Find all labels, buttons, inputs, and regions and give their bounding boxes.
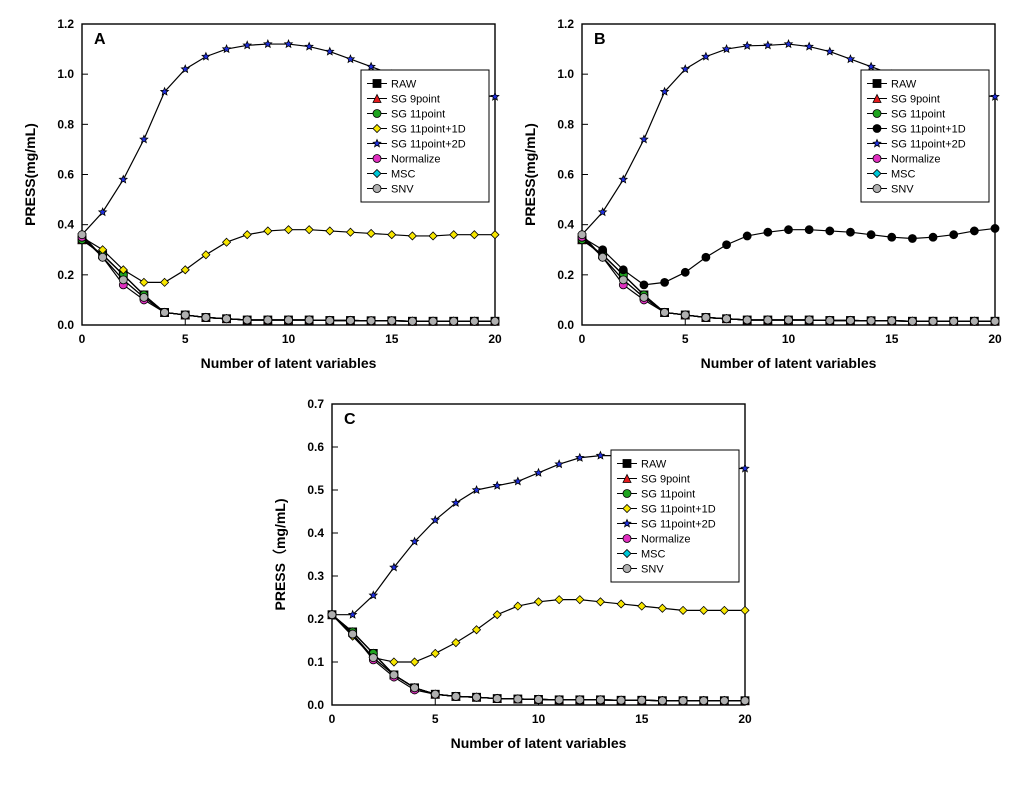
- svg-text:10: 10: [282, 332, 296, 346]
- svg-text:Number of latent variables: Number of latent variables: [201, 355, 377, 371]
- svg-text:20: 20: [738, 712, 752, 726]
- svg-text:0.1: 0.1: [307, 655, 324, 669]
- svg-text:1.0: 1.0: [57, 67, 74, 81]
- svg-text:0.3: 0.3: [307, 569, 324, 583]
- svg-text:SG 11point: SG 11point: [641, 489, 695, 501]
- svg-text:20: 20: [488, 332, 502, 346]
- svg-text:0.2: 0.2: [557, 268, 574, 282]
- svg-text:10: 10: [532, 712, 546, 726]
- svg-text:0.8: 0.8: [557, 117, 574, 131]
- svg-text:SG 11point+1D: SG 11point+1D: [641, 504, 716, 516]
- panel-B: 0 5 10 15 20 0.0 0.2 0.4 0.6 0.8 1.0 1.2 Number of l…: [517, 10, 1007, 380]
- svg-text:20: 20: [988, 332, 1002, 346]
- svg-text:0.4: 0.4: [57, 218, 74, 232]
- svg-text:0.6: 0.6: [557, 168, 574, 182]
- panel-C: 0 5 10 15 20 0.0 0.1 0.2 0.3 0.4 0.5 0.6 0.7 Number o…: [267, 390, 757, 760]
- svg-text:Normalize: Normalize: [891, 154, 941, 166]
- svg-text:0.0: 0.0: [557, 318, 574, 332]
- svg-text:0.5: 0.5: [307, 483, 324, 497]
- svg-text:C: C: [344, 411, 356, 428]
- panel-A: 0 5 10 15 20 0.0 0.2 0.4 0.6 0.8 1.0 1.2 Number of l…: [17, 10, 507, 380]
- svg-text:15: 15: [635, 712, 649, 726]
- svg-text:Number of latent variables: Number of latent variables: [701, 355, 877, 371]
- svg-text:SG 9point: SG 9point: [641, 474, 690, 486]
- svg-text:SG 9point: SG 9point: [891, 94, 940, 106]
- svg-text:0.4: 0.4: [307, 526, 324, 540]
- svg-text:RAW: RAW: [641, 459, 667, 471]
- svg-text:5: 5: [432, 712, 439, 726]
- svg-text:0: 0: [329, 712, 336, 726]
- svg-text:0.6: 0.6: [57, 168, 74, 182]
- svg-text:0.4: 0.4: [557, 218, 574, 232]
- svg-text:SNV: SNV: [641, 564, 664, 576]
- svg-text:SG 11point+1D: SG 11point+1D: [391, 124, 466, 136]
- svg-text:RAW: RAW: [391, 79, 417, 91]
- svg-text:0.6: 0.6: [307, 440, 324, 454]
- svg-text:0.8: 0.8: [57, 117, 74, 131]
- svg-text:PRESS(mg/mL): PRESS(mg/mL): [22, 123, 38, 226]
- svg-text:SG 9point: SG 9point: [391, 94, 440, 106]
- svg-text:5: 5: [182, 332, 189, 346]
- svg-text:5: 5: [682, 332, 689, 346]
- svg-text:0.0: 0.0: [57, 318, 74, 332]
- svg-text:SG 11point: SG 11point: [391, 109, 445, 121]
- svg-text:SG 11point: SG 11point: [891, 109, 945, 121]
- svg-text:SG 11point+1D: SG 11point+1D: [891, 124, 966, 136]
- svg-text:0.2: 0.2: [57, 268, 74, 282]
- svg-text:1.2: 1.2: [557, 17, 574, 31]
- svg-text:MSC: MSC: [641, 549, 666, 561]
- svg-text:0.2: 0.2: [307, 612, 324, 626]
- svg-text:MSC: MSC: [891, 169, 916, 181]
- figure-layout: 0 5 10 15 20 0.0 0.2 0.4 0.6 0.8 1.0 1.2 Number of l…: [10, 10, 1014, 760]
- svg-text:0: 0: [579, 332, 586, 346]
- svg-text:SNV: SNV: [891, 184, 914, 196]
- svg-text:Normalize: Normalize: [641, 534, 691, 546]
- svg-text:MSC: MSC: [391, 169, 416, 181]
- svg-text:A: A: [94, 31, 106, 48]
- svg-text:1.2: 1.2: [57, 17, 74, 31]
- svg-text:PRESS（mg/mL): PRESS（mg/mL): [272, 498, 288, 610]
- svg-text:SNV: SNV: [391, 184, 414, 196]
- svg-text:SG 11point+2D: SG 11point+2D: [641, 519, 716, 531]
- svg-text:PRESS(mg/mL): PRESS(mg/mL): [522, 123, 538, 226]
- svg-text:0: 0: [79, 332, 86, 346]
- svg-text:SG 11point+2D: SG 11point+2D: [391, 139, 466, 151]
- svg-text:SG 11point+2D: SG 11point+2D: [891, 139, 966, 151]
- svg-text:0.0: 0.0: [307, 698, 324, 712]
- svg-text:10: 10: [782, 332, 796, 346]
- svg-text:B: B: [594, 31, 606, 48]
- svg-text:15: 15: [385, 332, 399, 346]
- svg-text:Normalize: Normalize: [391, 154, 441, 166]
- svg-text:0.7: 0.7: [307, 397, 324, 411]
- svg-text:1.0: 1.0: [557, 67, 574, 81]
- svg-text:Number of latent variables: Number of latent variables: [451, 735, 627, 751]
- svg-text:RAW: RAW: [891, 79, 917, 91]
- svg-text:15: 15: [885, 332, 899, 346]
